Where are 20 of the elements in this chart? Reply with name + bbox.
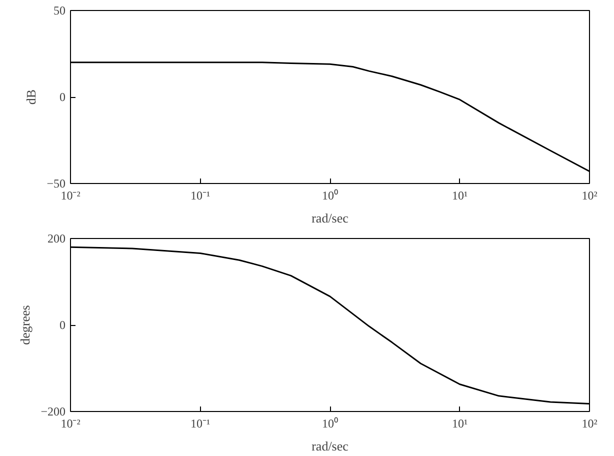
x-tick-label: 10¹ bbox=[452, 188, 468, 202]
x-tick-label: 10⁻² bbox=[60, 416, 81, 430]
x-tick-label: 10² bbox=[582, 416, 598, 430]
x-axis-title: rad/sec bbox=[312, 438, 349, 454]
x-tick-label: 10⁰ bbox=[322, 416, 338, 430]
x-tick-label: 10² bbox=[582, 188, 598, 202]
x-tick-label: 10¹ bbox=[452, 416, 468, 430]
x-tick-label: 10⁻² bbox=[60, 188, 81, 202]
y-axis-title: degrees bbox=[18, 305, 33, 345]
x-tick-label: 10⁻¹ bbox=[190, 416, 210, 430]
x-tick-label: 10⁰ bbox=[322, 188, 338, 202]
x-axis-title: rad/sec bbox=[312, 210, 349, 226]
y-tick-label: −200 bbox=[40, 404, 66, 418]
y-tick-label: 50 bbox=[54, 4, 66, 18]
y-tick-label: −50 bbox=[46, 176, 66, 190]
y-axis-title: dB bbox=[24, 89, 39, 105]
y-tick-label: 200 bbox=[48, 232, 66, 246]
y-tick-label: 0 bbox=[60, 318, 66, 332]
y-tick-label: 0 bbox=[60, 90, 66, 104]
x-tick-label: 10⁻¹ bbox=[190, 188, 210, 202]
